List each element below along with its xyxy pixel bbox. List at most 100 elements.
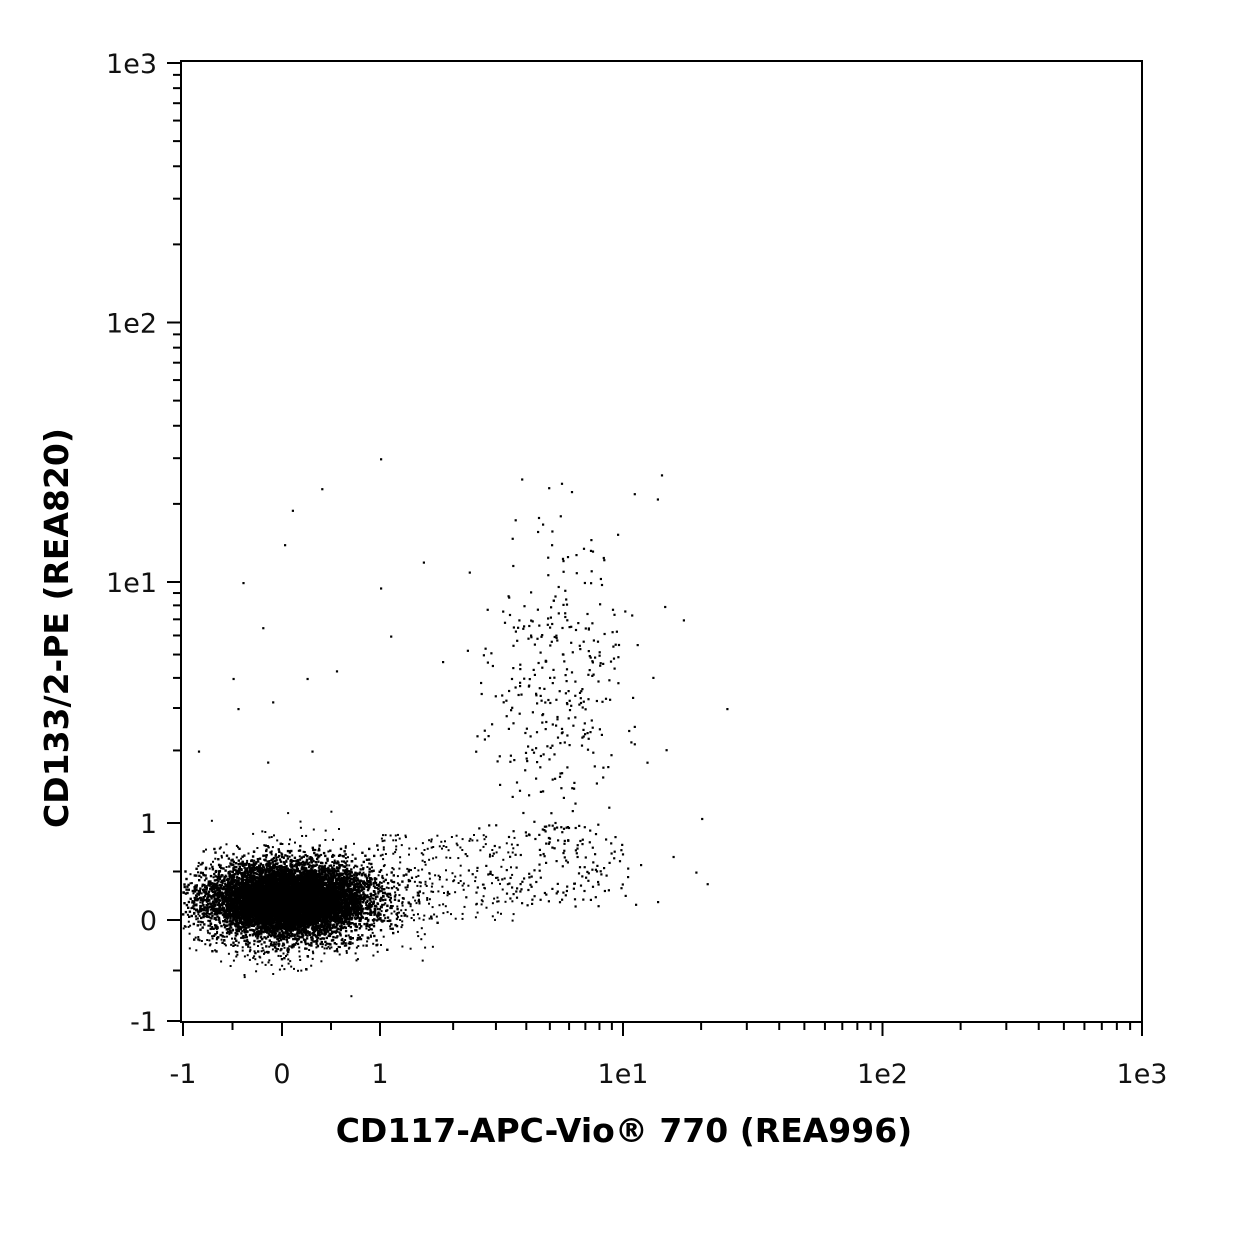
event-dot	[331, 866, 334, 869]
event-dot	[221, 941, 224, 944]
event-dot	[368, 923, 372, 927]
event-dot	[356, 879, 360, 882]
event-dot	[245, 876, 249, 880]
event-dot	[283, 937, 286, 941]
event-dot	[349, 910, 353, 914]
event-dot	[327, 870, 330, 873]
event-dot	[195, 886, 198, 889]
event-dot	[229, 881, 233, 884]
event-dot	[327, 913, 330, 916]
event-dot	[221, 899, 224, 902]
event-dot	[274, 943, 277, 946]
event-dot	[368, 870, 371, 873]
event-dot	[257, 935, 260, 938]
event-dot	[299, 844, 302, 848]
event-dot	[251, 874, 255, 878]
event-dot	[299, 930, 302, 934]
event-dot	[184, 910, 188, 914]
event-dot	[288, 851, 292, 854]
event-dot	[373, 877, 376, 881]
event-dot	[233, 881, 236, 884]
event-dot	[221, 913, 225, 916]
event-dot	[324, 923, 327, 927]
event-dot	[349, 894, 352, 898]
event-dot	[290, 876, 293, 879]
event-dot	[305, 937, 309, 940]
event-dot	[339, 864, 342, 867]
event-dot	[214, 924, 217, 927]
event-dot	[210, 889, 213, 892]
event-dot	[269, 862, 272, 865]
event-dot	[235, 911, 238, 914]
event-dot	[224, 882, 227, 885]
event-dot	[224, 869, 227, 872]
event-dot	[253, 874, 256, 878]
event-dot	[325, 883, 328, 886]
event-dot	[373, 934, 376, 938]
event-dot	[317, 860, 320, 863]
event-dot	[229, 892, 232, 895]
event-dot	[240, 874, 244, 878]
event-dot	[280, 853, 284, 856]
event-dot	[379, 898, 382, 901]
event-dot	[275, 914, 278, 917]
event-dot	[300, 868, 303, 871]
event-dot	[215, 878, 218, 882]
event-dot	[311, 846, 314, 849]
event-dot	[363, 922, 366, 926]
event-dot	[344, 853, 347, 856]
event-dot	[262, 854, 265, 857]
event-dot	[313, 851, 316, 855]
event-dot	[217, 916, 221, 920]
event-dot	[389, 919, 392, 922]
event-dot	[243, 866, 246, 869]
event-dot	[321, 932, 324, 935]
event-dot	[357, 891, 360, 894]
event-dot	[259, 877, 262, 881]
event-dot	[359, 898, 362, 902]
event-dot	[189, 897, 192, 900]
event-dot	[298, 858, 302, 861]
event-dot	[383, 914, 386, 917]
event-dot	[367, 883, 370, 886]
event-dot	[306, 855, 309, 858]
event-dot	[244, 928, 247, 931]
event-dot	[380, 887, 383, 890]
event-dot	[324, 854, 327, 858]
event-dot	[379, 929, 383, 932]
event-dot	[213, 847, 216, 851]
event-dot	[294, 869, 297, 873]
event-dot	[233, 865, 236, 869]
event-dot	[334, 874, 337, 877]
event-dot	[210, 897, 213, 900]
event-dot	[362, 899, 365, 902]
event-dot	[226, 912, 230, 916]
event-dot	[375, 939, 378, 942]
event-dot	[271, 933, 274, 936]
event-dot	[195, 874, 198, 877]
event-dot	[325, 912, 328, 916]
event-dot	[349, 937, 352, 941]
event-dot	[211, 882, 214, 885]
event-dot	[285, 868, 288, 871]
event-dot	[349, 875, 352, 878]
event-dot	[360, 896, 363, 899]
event-dot	[336, 890, 339, 893]
event-dot	[343, 922, 346, 925]
event-dot	[197, 938, 200, 941]
event-dot	[227, 857, 231, 860]
event-dot	[376, 907, 379, 911]
event-dot	[320, 922, 323, 925]
event-dot	[300, 940, 303, 944]
event-dot	[237, 877, 240, 880]
event-dot	[284, 854, 287, 857]
event-dot	[318, 844, 321, 847]
event-dot	[221, 900, 225, 904]
event-dot	[350, 877, 353, 881]
event-dot	[305, 858, 309, 861]
event-dot	[360, 925, 363, 928]
event-dot	[358, 911, 361, 915]
event-dot	[355, 928, 358, 932]
event-dot	[206, 912, 209, 915]
